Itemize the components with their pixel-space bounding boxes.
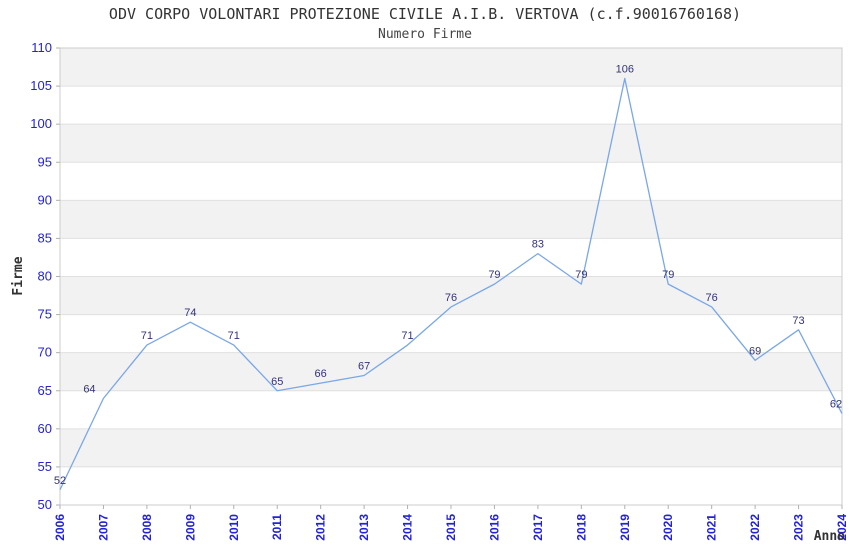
y-tick-label: 80 (38, 269, 52, 284)
data-point-label: 79 (575, 269, 587, 281)
data-point-label: 64 (83, 383, 95, 395)
y-tick-label: 70 (38, 345, 52, 360)
x-axis: 2006 2007 2008 2009 2010 2011 2012 2013 2014 2015… (53, 505, 849, 541)
x-tick-label: 2011 (270, 514, 284, 540)
x-tick-label: 2015 (444, 514, 458, 541)
x-tick-label: 2016 (487, 514, 501, 541)
x-tick-label: 2008 (140, 514, 154, 541)
plot-band (60, 86, 842, 125)
x-tick-label: 2020 (661, 514, 675, 541)
gridlines (60, 85, 842, 468)
chart-subtitle: Numero Firme (378, 27, 472, 42)
plot-band (60, 352, 842, 391)
data-point-label: 66 (315, 368, 327, 380)
y-tick-label: 85 (38, 230, 52, 245)
x-tick-label: 2009 (183, 514, 197, 541)
x-tick-label: 2023 (792, 514, 806, 541)
x-tick-label: 2006 (53, 514, 67, 541)
y-tick-label: 50 (38, 497, 52, 512)
data-point-label: 62 (830, 399, 842, 411)
data-point-label: 71 (401, 330, 413, 342)
plot-band (60, 238, 842, 277)
y-tick-label: 75 (38, 307, 52, 322)
series-line (59, 77, 843, 491)
x-tick-label: 2022 (748, 514, 762, 541)
y-tick-label: 90 (38, 192, 52, 207)
y-tick-label: 60 (38, 421, 52, 436)
data-point-label: 67 (358, 361, 370, 373)
plot-band (60, 466, 842, 505)
data-point-label: 79 (488, 269, 500, 281)
data-point-label: 71 (141, 330, 153, 342)
data-point-label: 71 (228, 330, 240, 342)
y-tick-label: 105 (30, 78, 52, 93)
x-tick-label: 2014 (401, 514, 415, 541)
x-tick-label: 2007 (96, 514, 110, 541)
plot-band (60, 162, 842, 201)
plot-band (60, 48, 842, 87)
y-tick-label: 65 (38, 383, 52, 398)
data-series (59, 77, 843, 491)
x-axis-title: Anno (814, 529, 845, 544)
data-point-label: 76 (706, 292, 718, 304)
data-point-labels: 52 64 71 74 71 65 66 67 71 76 79 83 79 106 79 76 69 73 62 (54, 63, 842, 486)
plot-band (60, 276, 842, 315)
data-point-label: 65 (271, 376, 283, 388)
data-point-label: 74 (184, 307, 196, 319)
data-point-label: 83 (532, 239, 544, 251)
x-tick-label: 2017 (531, 514, 545, 541)
data-point-label: 79 (662, 269, 674, 281)
y-tick-label: 100 (30, 116, 52, 131)
x-tick-label: 2019 (618, 514, 632, 541)
plot-band (60, 390, 842, 429)
y-tick-label: 110 (31, 40, 52, 55)
data-point-label: 52 (54, 475, 66, 487)
y-tick-label: 95 (38, 154, 52, 169)
plot-band (60, 428, 842, 467)
plot-band (60, 314, 842, 353)
x-tick-label: 2013 (357, 514, 371, 541)
y-axis-title: Firme (11, 256, 26, 295)
plot-bands (60, 48, 842, 505)
chart-title: ODV CORPO VOLONTARI PROTEZIONE CIVILE A.… (108, 5, 742, 23)
plot-band (60, 124, 842, 163)
x-tick-label: 2018 (574, 514, 588, 541)
data-point-label: 106 (616, 63, 634, 75)
x-tick-label: 2024 (835, 514, 849, 541)
data-point-label: 76 (445, 292, 457, 304)
data-point-label: 69 (749, 345, 761, 357)
x-tick-label: 2010 (227, 514, 241, 541)
y-axis: 50 55 60 65 70 75 80 85 90 95 100 105 110 (30, 40, 60, 512)
plot-band (60, 200, 842, 239)
x-tick-label: 2021 (705, 514, 719, 541)
data-point-label: 73 (792, 315, 804, 327)
x-tick-label: 2012 (314, 514, 328, 541)
y-tick-label: 55 (38, 459, 52, 474)
